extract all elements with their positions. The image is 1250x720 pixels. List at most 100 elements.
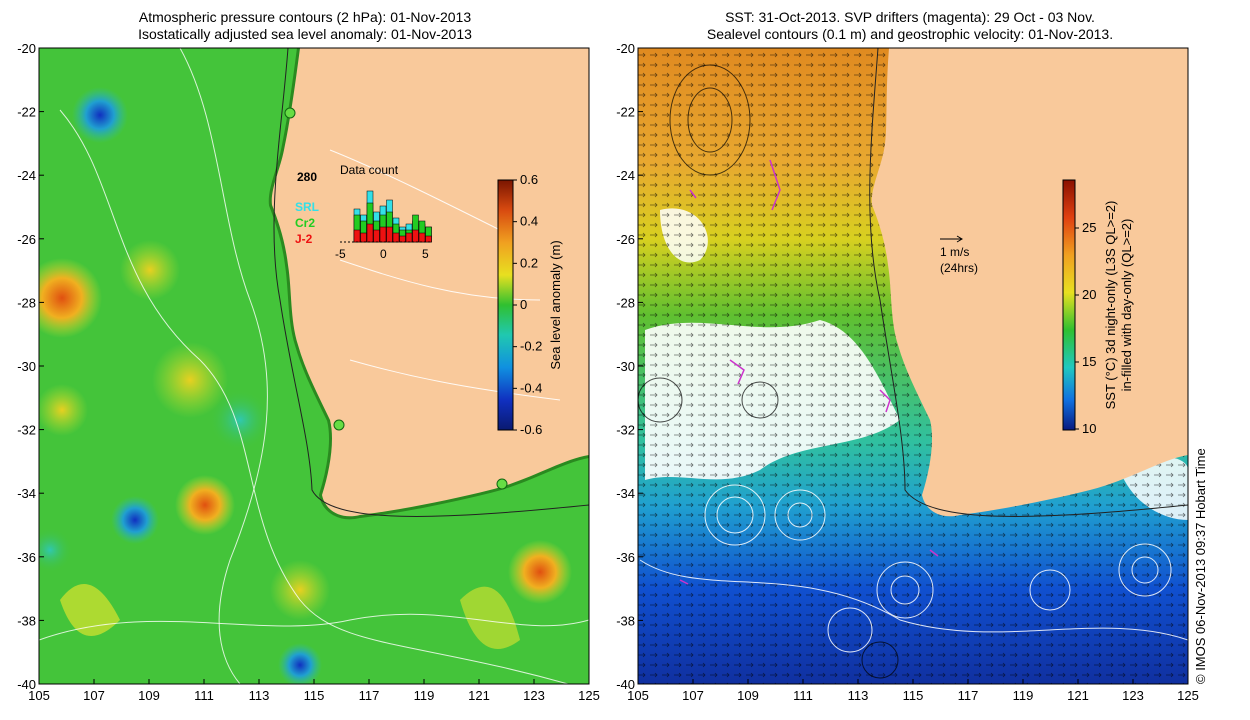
x-tick-label: 119: [1013, 688, 1034, 703]
x-tick-label: 123: [1122, 688, 1144, 703]
x-tick-label: 117: [359, 688, 380, 703]
x-tick-label: 109: [737, 688, 759, 703]
sealevel-contours: [639, 484, 1188, 653]
right-sst-map: 1 m/s (24hrs): [638, 48, 1188, 684]
eddy-contours: [638, 64, 899, 679]
x-tick-label: 115: [304, 688, 325, 703]
sla-negative-anomaly: [111, 496, 159, 544]
x-tick-label: 125: [578, 688, 600, 703]
velocity-scale-arrow: [940, 235, 963, 243]
sla-contour-patch: [460, 586, 520, 649]
histogram-bar-j2: [360, 232, 367, 243]
sst-colorbar: 25 20 15 10 SST (°C) 3d night-only (L3S QL>…: [1062, 179, 1134, 436]
inset-tick: 0: [380, 247, 387, 261]
y-tick-label: -24: [17, 168, 36, 183]
x-tick-label: 105: [627, 688, 649, 703]
histogram-bar-j2: [353, 229, 361, 243]
left-map-title: Atmospheric pressure contours (2 hPa): 0…: [25, 9, 585, 43]
histogram-bar-j2: [425, 235, 432, 243]
sla-colorbar: 0.6 0.4 0.2 0 -0.2 -0.4 -0.6 Sea level anomaly…: [497, 172, 563, 437]
x-tick-label: 119: [414, 688, 435, 703]
inset-tick: 5: [422, 247, 429, 261]
sla-negative-anomaly: [278, 643, 322, 684]
histogram-bar-j2: [412, 229, 419, 243]
sst-colorbar-label-line1: SST (°C) 3d night-only (L3S QL>=2): [1103, 201, 1118, 410]
sst-tick-label: 15: [1082, 354, 1096, 369]
y-tick-label: -38: [616, 613, 635, 628]
left-title-line2: Isostatically adjusted sea level anomaly…: [138, 26, 472, 42]
sst-colorbar-ramp: [1062, 179, 1076, 431]
x-tick-label: 105: [28, 688, 50, 703]
sla-positive-anomaly: [152, 342, 228, 418]
y-tick-label: -36: [17, 550, 36, 565]
inset-legend-cr2: Cr2: [295, 216, 315, 230]
sla-negative-anomaly: [210, 390, 270, 450]
sla-positive-anomaly: [39, 258, 102, 338]
right-map-title: SST: 31-Oct-2013. SVP drifters (magenta)…: [630, 9, 1190, 43]
sla-positive-anomaly: [175, 475, 235, 535]
histogram-bar-j2: [418, 232, 426, 243]
histogram-bar-j2: [405, 232, 413, 243]
y-tick-label: -22: [17, 105, 36, 120]
left-sea-level-map: [39, 48, 589, 684]
sla-positive-anomaly: [120, 240, 180, 300]
y-tick-label: -40: [616, 677, 635, 692]
x-tick-label: 107: [682, 688, 704, 703]
x-tick-label: 111: [194, 688, 214, 703]
histogram-bar-j2: [392, 232, 400, 243]
velocity-scale-label: 1 m/s: [940, 245, 969, 259]
y-tick-label: -30: [17, 359, 36, 374]
y-tick-label: -40: [17, 677, 36, 692]
y-tick-label: -26: [616, 232, 635, 247]
sla-colorbar-ticks: 0.6 0.4 0.2 0 -0.2 -0.4 -0.6: [513, 172, 542, 437]
tide-gauge-marker: [333, 419, 345, 431]
sla-positive-anomaly: [270, 560, 330, 620]
sst-tick-label: 10: [1082, 421, 1096, 436]
y-tick-label: -30: [616, 359, 635, 374]
sla-contour-patch: [60, 584, 120, 636]
y-tick-label: -22: [616, 105, 635, 120]
x-tick-label: 107: [83, 688, 105, 703]
y-tick-label: -34: [17, 486, 36, 501]
sst-tick-label: 25: [1082, 220, 1096, 235]
histogram-bar-j2: [386, 226, 393, 243]
sla-tick-label: 0: [520, 297, 527, 312]
x-tick-label: 123: [523, 688, 545, 703]
tide-gauge-marker: [496, 478, 508, 490]
sla-tick-label: 0.4: [520, 214, 538, 229]
x-tick-label: 117: [958, 688, 979, 703]
x-tick-label: 121: [468, 688, 490, 703]
x-tick-label: 111: [793, 688, 813, 703]
inset-legend-srl: SRL: [295, 200, 319, 214]
right-title-line2: Sealevel contours (0.1 m) and geostrophi…: [706, 26, 1114, 42]
inset-title: Data count: [340, 163, 399, 177]
y-tick-label: -28: [616, 295, 635, 310]
y-tick-label: -20: [17, 41, 36, 56]
y-tick-label: -38: [17, 613, 36, 628]
x-tick-label: 125: [1177, 688, 1199, 703]
shelf-isobath: [273, 48, 589, 517]
y-tick-label: -36: [616, 550, 635, 565]
map-axes: 105 107 109 111 113 115 117 119 121 123 125-20-22-…: [17, 41, 1199, 703]
inset-legend-j2: J-2: [295, 232, 313, 246]
sla-tick-label: -0.2: [520, 339, 542, 354]
data-count-inset: Data count 280 SRL Cr2 J-2 -5 0 5: [295, 163, 432, 261]
sla-colorbar-label: Sea level anomaly (m): [548, 240, 563, 369]
sla-negative-anomaly: [39, 528, 72, 572]
x-tick-label: 113: [848, 688, 869, 703]
pressure-contour: [59, 109, 570, 684]
sla-positive-anomaly: [39, 384, 88, 436]
y-tick-label: -32: [616, 423, 635, 438]
pressure-contour: [39, 613, 589, 641]
sla-colorbar-ramp: [497, 179, 514, 431]
sla-tick-label: 0.6: [520, 172, 538, 187]
imos-credit: © IMOS 06-Nov-2013 09:37 Hobart Time: [1193, 448, 1208, 684]
sla-tick-label: 0.2: [520, 255, 538, 270]
y-tick-label: -20: [616, 41, 635, 56]
velocity-scale-sublabel: (24hrs): [940, 261, 978, 275]
y-tick-label: -24: [616, 168, 635, 183]
sla-negative-anomaly: [72, 87, 128, 143]
x-tick-label: 113: [249, 688, 270, 703]
y-tick-label: -26: [17, 232, 36, 247]
